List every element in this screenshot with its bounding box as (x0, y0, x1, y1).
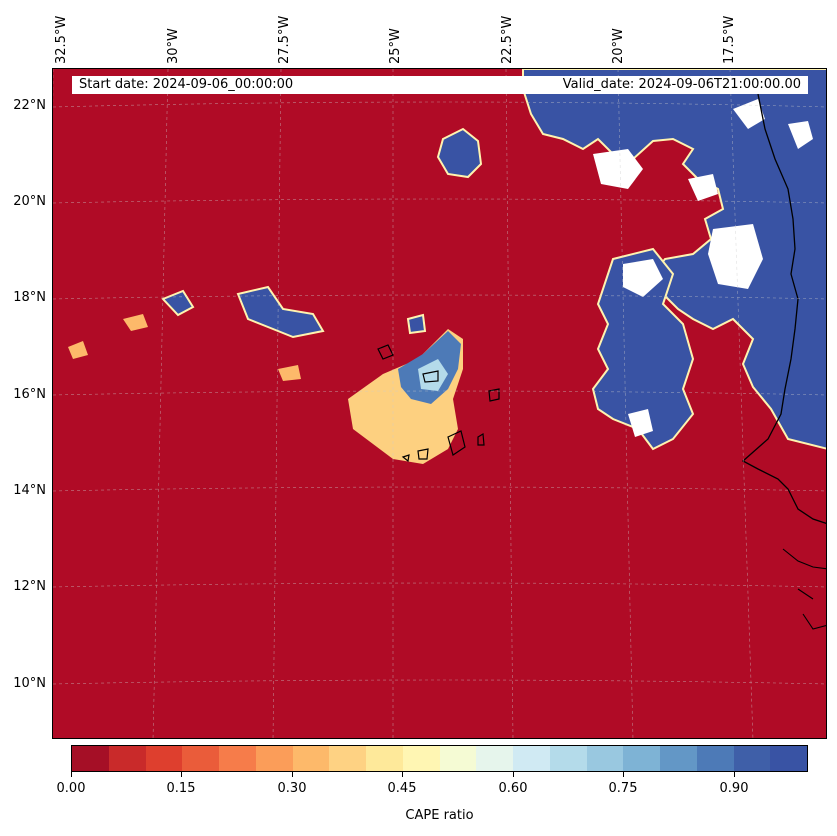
colorbar-tick-label: 0.60 (498, 781, 528, 796)
colorbar-tick-label: 0.90 (719, 781, 749, 796)
colorbar-segment (733, 746, 771, 771)
high-cape-ratio-cells-west (161, 285, 427, 339)
colorbar-segment (145, 746, 183, 771)
coastline-south-detail (782, 548, 826, 630)
latitude-label-12n: 12°N (13, 579, 46, 594)
colorbar-segment (219, 746, 256, 771)
colorbar-tick (623, 772, 624, 777)
high-cape-ratio-blob-north (436, 127, 483, 179)
cape-verde-islands (377, 344, 500, 463)
longitude-label-17-5w: 17.5°W (722, 15, 737, 64)
colorbar-tick (402, 772, 403, 777)
masked-area-5 (733, 99, 765, 129)
colorbar-tick-label: 0.30 (277, 781, 307, 796)
colorbar-tick-label: 0.00 (56, 781, 86, 796)
colorbar-segment (623, 746, 660, 771)
latitude-label-10n: 10°N (13, 676, 46, 691)
start-date-text: Start date: 2024-09-06_00:00:00 (79, 77, 294, 92)
masked-area-2 (708, 224, 763, 289)
longitude-label-25w: 25°W (388, 28, 403, 64)
high-cape-ratio-region-central (591, 247, 695, 451)
african-coastline (741, 93, 826, 525)
colorbar-tick (181, 772, 182, 777)
masked-area-7 (628, 409, 653, 437)
masked-area-1 (593, 149, 643, 189)
colorbar-segment (292, 746, 330, 771)
latitude-label-22n: 22°N (13, 98, 46, 113)
colorbar-segment (476, 746, 513, 771)
cape-ratio-field (53, 69, 826, 738)
colorbar-segment (402, 746, 440, 771)
masked-area-6 (688, 174, 718, 201)
colorbar-segment (366, 746, 403, 771)
high-cape-ratio-region-northeast (522, 69, 826, 450)
latitude-label-18n: 18°N (13, 290, 46, 305)
colorbar (71, 745, 808, 772)
gridlines (53, 69, 826, 738)
colorbar-segment (108, 746, 146, 771)
colorbar-segment (329, 746, 366, 771)
date-info-box: Start date: 2024-09-06_00:00:00 Valid_da… (72, 76, 808, 94)
masked-area-4 (788, 121, 813, 149)
colorbar-tick (734, 772, 735, 777)
colorbar-segment (439, 746, 477, 771)
valid-date-text: Valid_date: 2024-09-06T21:00:00.00 (562, 77, 801, 92)
longitude-label-27-5w: 27.5°W (277, 15, 292, 64)
colorbar-segment (696, 746, 734, 771)
colorbar-title: CAPE ratio (405, 808, 474, 823)
longitude-label-30w: 30°W (166, 28, 181, 64)
colorbar-segment (586, 746, 624, 771)
latitude-label-20n: 20°N (13, 194, 46, 209)
map-area[interactable] (52, 68, 827, 739)
colorbar-tick (71, 772, 72, 777)
latitude-label-16n: 16°N (13, 387, 46, 402)
colorbar-segment (770, 746, 807, 771)
longitude-label-20w: 20°W (611, 28, 626, 64)
colorbar-segment (549, 746, 587, 771)
colorbar-tick (513, 772, 514, 777)
colorbar-tick-label: 0.45 (387, 781, 417, 796)
colorbar-segment (255, 746, 293, 771)
colorbar-segment (513, 746, 550, 771)
longitude-label-32-5w: 32.5°W (54, 15, 69, 64)
colorbar-tick-label: 0.15 (166, 781, 196, 796)
colorbar-tick-label: 0.75 (608, 781, 638, 796)
colorbar-segment (660, 746, 697, 771)
masked-area-3 (623, 259, 663, 297)
latitude-label-14n: 14°N (13, 483, 46, 498)
longitude-label-22-5w: 22.5°W (500, 15, 515, 64)
colorbar-segment (182, 746, 219, 771)
colorbar-tick (292, 772, 293, 777)
cape-verde-light-core (418, 359, 448, 391)
colorbar-segment (72, 746, 109, 771)
